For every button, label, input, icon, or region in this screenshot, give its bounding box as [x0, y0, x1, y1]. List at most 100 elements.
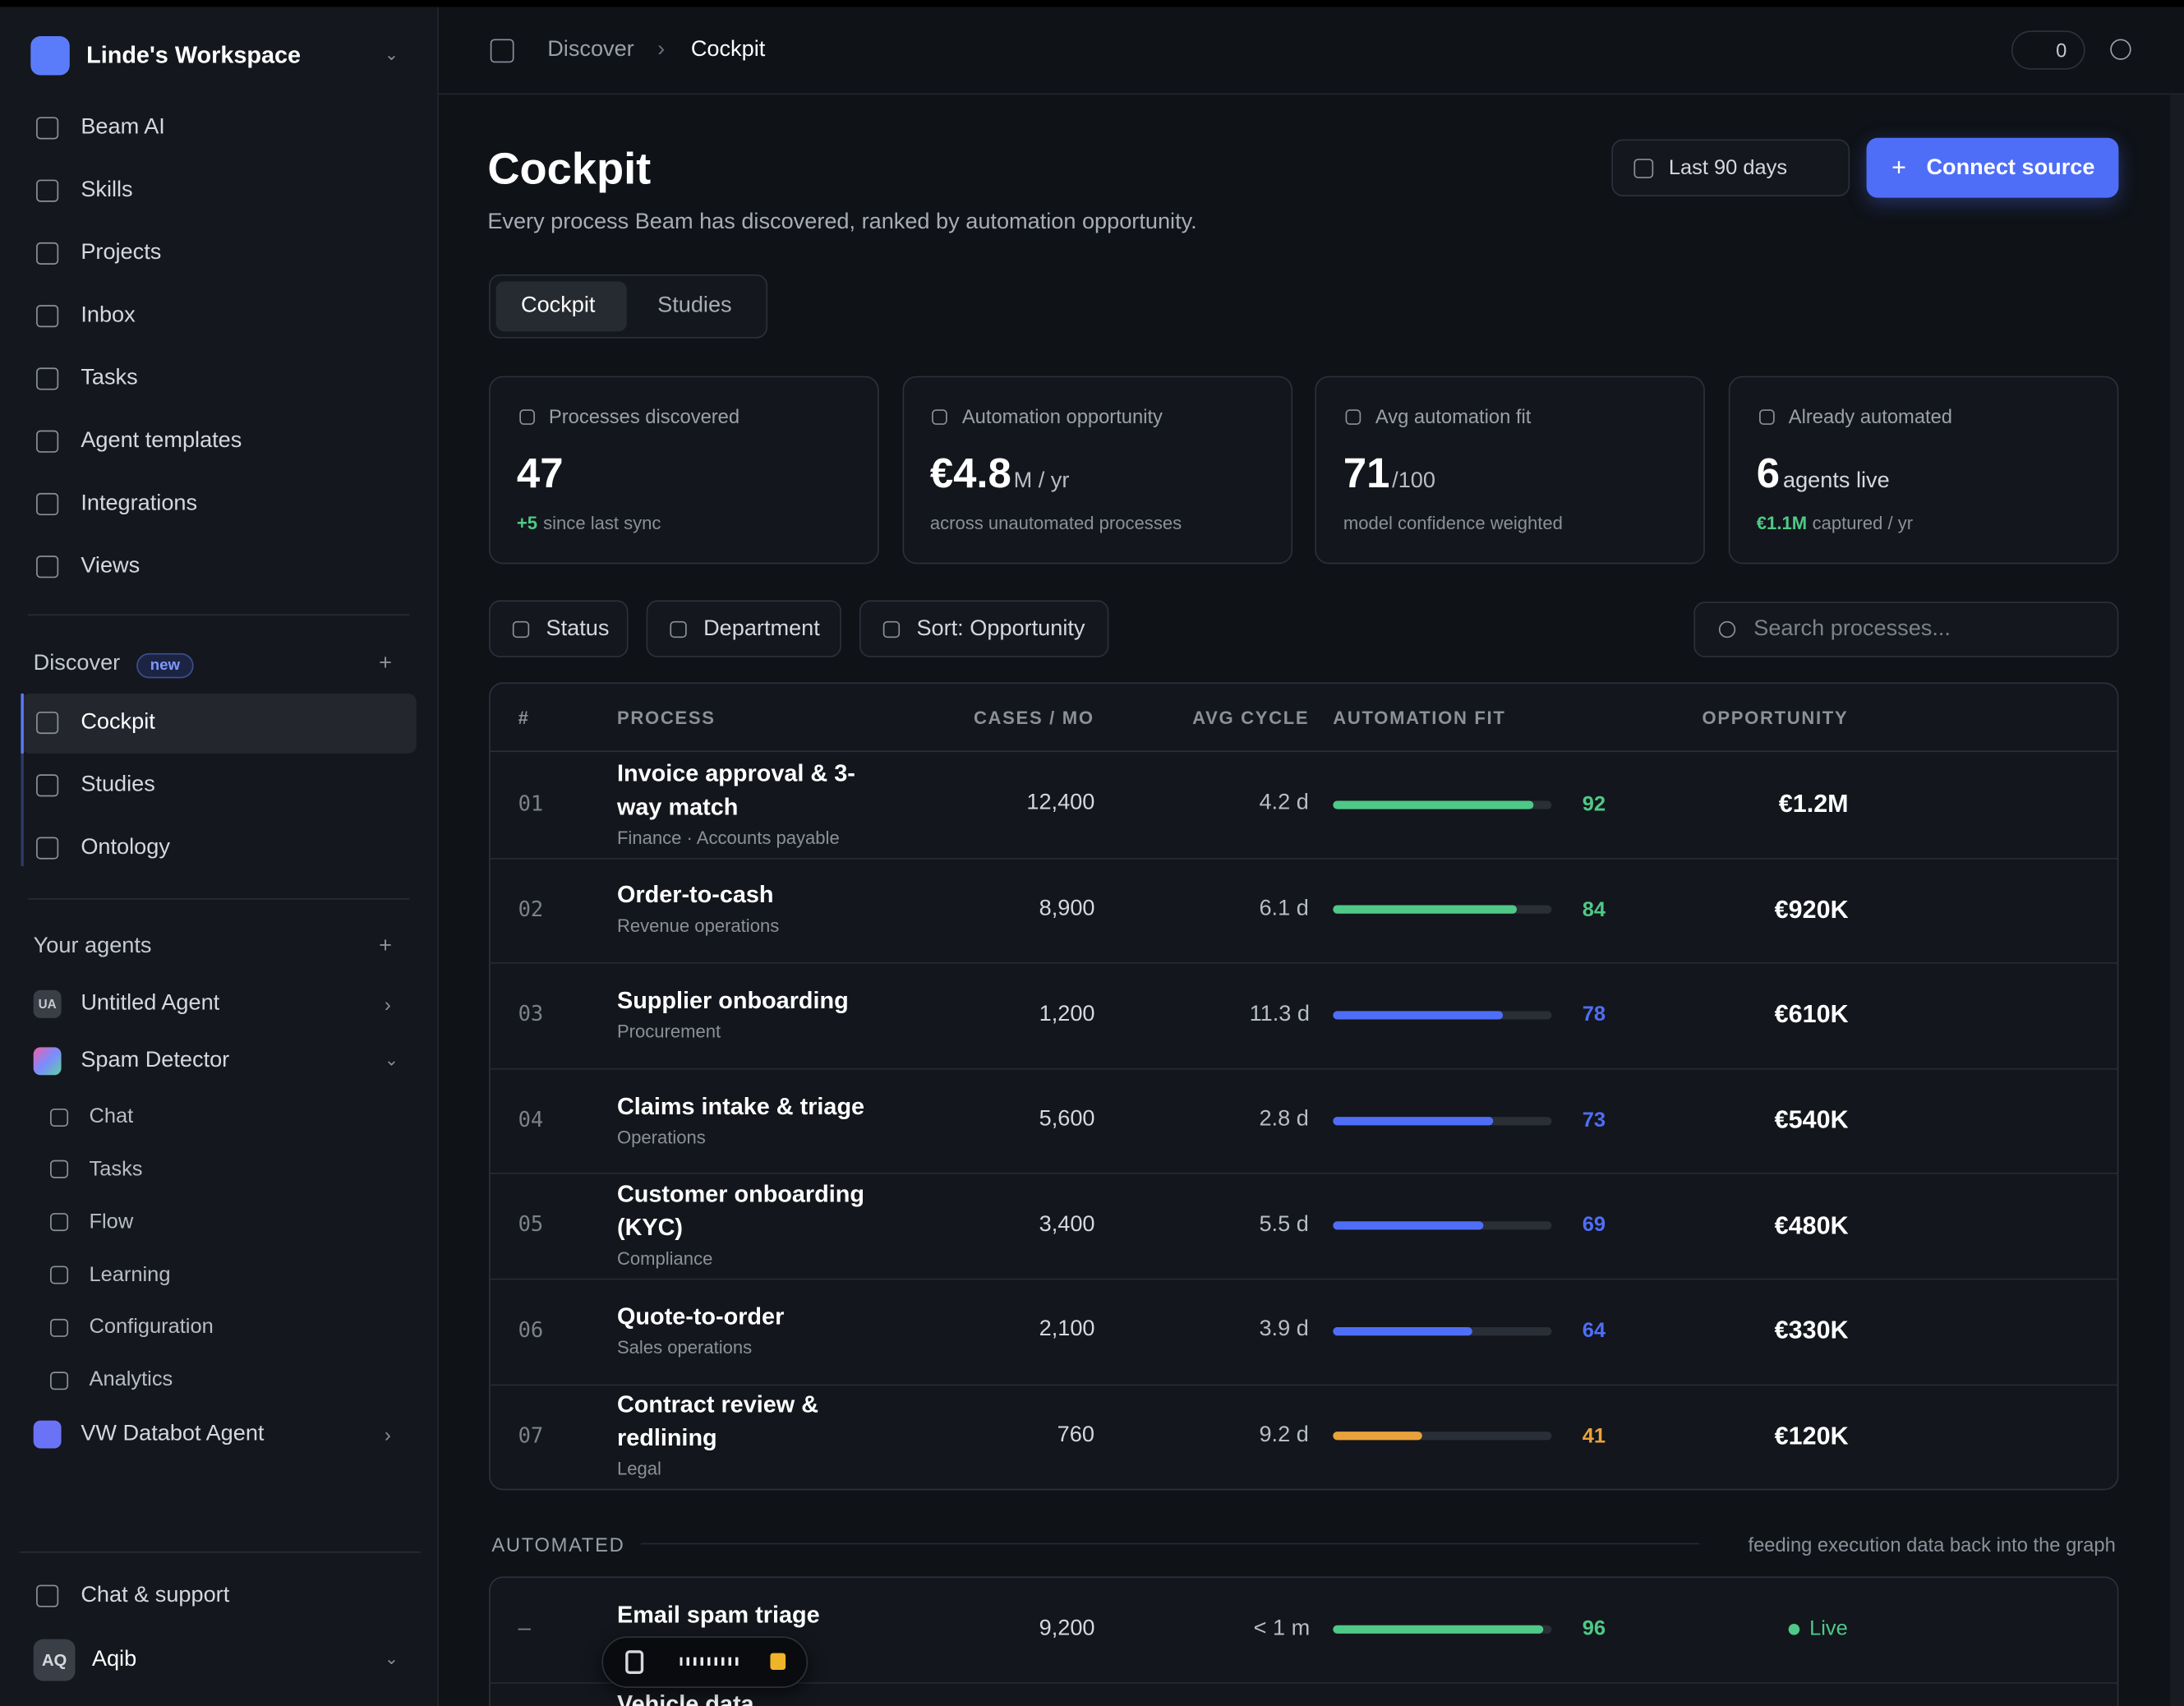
agent-sub-item[interactable]: Flow	[89, 1210, 134, 1234]
search-icon[interactable]	[2110, 39, 2131, 60]
plus: +	[1891, 153, 1906, 182]
icon	[36, 774, 59, 797]
pill-icon	[625, 1650, 644, 1675]
icon	[1758, 408, 1774, 425]
stat-unit: M / yr	[1013, 468, 1070, 493]
agent-sub-item[interactable]: Analytics	[89, 1367, 173, 1392]
nav-item[interactable]: Inbox	[81, 302, 136, 327]
icon	[36, 117, 59, 140]
nav-item[interactable]: Skills	[81, 178, 133, 202]
process-name[interactable]: Supplier onboarding	[616, 987, 849, 1014]
agent-name[interactable]: Spam Detector	[81, 1048, 230, 1072]
stat-value: 71	[1343, 450, 1390, 497]
cycle: 11.3 d	[1249, 1002, 1310, 1026]
nav-item[interactable]: Projects	[81, 240, 162, 265]
opportunity: €120K	[1774, 1421, 1849, 1450]
nav-item[interactable]: Agent templates	[81, 428, 242, 453]
cycle: 6.1 d	[1259, 897, 1309, 921]
tab[interactable]: Cockpit	[521, 293, 596, 317]
nav-item[interactable]: Views	[81, 553, 141, 578]
stat-label: Avg automation fit	[1375, 404, 1532, 428]
nav-item[interactable]: Studies	[81, 772, 155, 796]
stat-delta: €1.1M	[1756, 511, 1808, 533]
column-header: PROCESS	[616, 707, 716, 728]
cycle: 5.5 d	[1259, 1212, 1309, 1237]
tab[interactable]: Studies	[657, 293, 732, 317]
row-border	[490, 1173, 2117, 1175]
agent-avatar	[33, 1047, 62, 1076]
agent-avatar	[33, 1420, 62, 1449]
filter-button[interactable]: Status	[489, 600, 629, 657]
rank: 02	[518, 896, 544, 922]
rank: 06	[518, 1317, 544, 1343]
row-border	[490, 962, 2117, 965]
icon	[36, 367, 59, 390]
agent-sub-item[interactable]: Configuration	[89, 1315, 214, 1339]
stat-note: captured / yr	[1812, 511, 1914, 533]
share-button[interactable]: 0	[2011, 30, 2085, 70]
process-name[interactable]: Quote-to-order	[616, 1303, 785, 1330]
breadcrumb[interactable]: Discover	[547, 37, 634, 61]
process-name[interactable]: Claims intake & triage	[616, 1092, 865, 1119]
rank: 01	[518, 791, 544, 817]
nav-item[interactable]: Ontology	[81, 835, 170, 859]
scrollbar	[2170, 95, 2184, 1706]
divider	[27, 614, 410, 616]
fit-bar	[1333, 1011, 1504, 1020]
user-name[interactable]: Aqib	[91, 1647, 137, 1671]
add: +	[379, 651, 392, 675]
nav-item[interactable]: Cockpit	[81, 709, 155, 734]
stat-note: model confidence weighted	[1343, 511, 1563, 533]
chevron: ⌄	[384, 1648, 399, 1669]
agent-name[interactable]: Untitled Agent	[81, 990, 220, 1015]
nav-item[interactable]: Beam AI	[81, 114, 165, 139]
process-name[interactable]: Vehicle data	[616, 1690, 754, 1706]
active-item	[21, 693, 417, 754]
cases: 12,400	[1026, 791, 1095, 816]
stat-card	[1315, 376, 1706, 565]
column-header: AVG CYCLE	[1192, 707, 1310, 728]
rank: 07	[518, 1422, 544, 1448]
stat-value: €4.8	[929, 450, 1011, 497]
process-name[interactable]: Contract review & redlining	[616, 1391, 819, 1452]
process-sub: Finance · Accounts payable	[616, 827, 840, 848]
nav-item[interactable]: Tasks	[81, 366, 138, 390]
workspace-name[interactable]: Linde's Workspace	[86, 41, 302, 68]
fit-bar	[1333, 1221, 1484, 1230]
section-note: feeding execution data back into the gra…	[1748, 1533, 2116, 1556]
agent-sub-item[interactable]: Chat	[89, 1104, 134, 1129]
tab-active	[495, 281, 627, 332]
cycle: 4.2 d	[1259, 791, 1309, 816]
search-input[interactable]: Search processes...	[1693, 602, 2119, 657]
process-name[interactable]: Email spam triage	[616, 1601, 820, 1629]
agent-sub-item[interactable]: Tasks	[89, 1157, 143, 1182]
stat-label: Processes discovered	[548, 404, 740, 428]
agent-sub-item[interactable]: Learning	[89, 1262, 171, 1287]
fit-value: 64	[1582, 1318, 1606, 1343]
nav-item[interactable]: Integrations	[81, 491, 198, 515]
opportunity: €330K	[1774, 1316, 1849, 1344]
chevron: ⌄	[384, 1050, 399, 1070]
icon	[36, 1584, 59, 1607]
filter-button[interactable]: Department	[646, 600, 841, 657]
page-title: Cockpit	[487, 143, 652, 194]
connect-button[interactable]: Connect source	[1866, 137, 2119, 198]
cases: 1,200	[1039, 1002, 1095, 1026]
icon	[36, 430, 59, 453]
opportunity: €610K	[1774, 1000, 1849, 1029]
divider	[27, 898, 410, 900]
process-name[interactable]: Invoice approval & 3-way match	[616, 759, 855, 820]
fit-value: 84	[1582, 897, 1606, 922]
agent-name[interactable]: VW Databot Agent	[81, 1421, 265, 1445]
filter-button[interactable]: Sort: Opportunity	[859, 600, 1109, 657]
pill-wave	[680, 1657, 739, 1666]
nav-item[interactable]: Chat & support	[81, 1583, 230, 1607]
fit-value: 92	[1582, 792, 1606, 817]
row-border	[490, 1067, 2117, 1070]
icon	[49, 1213, 68, 1232]
process-name[interactable]: Order-to-cash	[616, 882, 774, 909]
opportunity: €480K	[1774, 1210, 1849, 1239]
date-range-button[interactable]: Last 90 days	[1611, 139, 1850, 196]
process-name[interactable]: Customer onboarding (KYC)	[616, 1181, 864, 1242]
fit-bar	[1333, 800, 1535, 809]
